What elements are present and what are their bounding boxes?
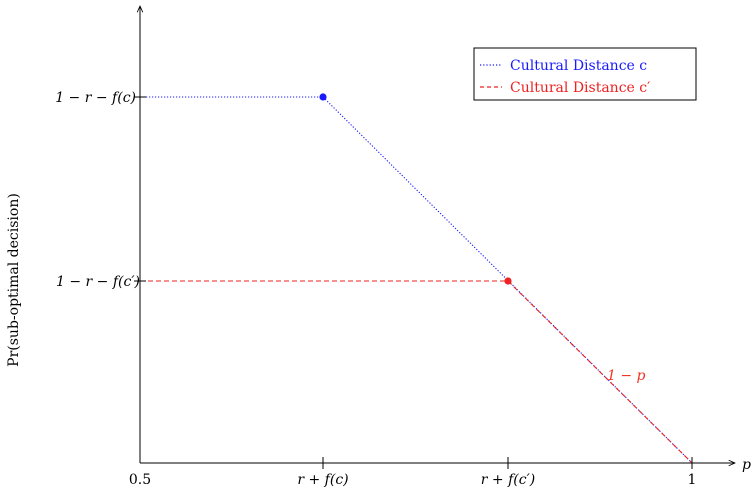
slope-annotation: 1 − p	[607, 368, 646, 384]
x-tick-label-3: 1	[688, 472, 697, 488]
y-axis-title: Pr(sub-optimal decision)	[6, 193, 22, 367]
legend-box	[473, 47, 697, 101]
x-tick-label-0: 0.5	[129, 472, 151, 488]
legend-label-c-prime: Cultural Distance c′	[510, 80, 650, 96]
series-marker-0	[319, 93, 327, 101]
y-tick-label-0: 1 − r − f(c)	[55, 90, 136, 106]
x-tick-label-1: r + f(c)	[297, 472, 348, 488]
x-tick-label-2: r + f(c′)	[481, 472, 535, 488]
series-marker-1	[504, 277, 512, 285]
tick-layer: 0.5 r + f(c) r + f(c′) 1 1 − r − f(c) 1 − r −…	[55, 90, 696, 488]
legend: Cultural Distance c Cultural Distance c′	[473, 47, 697, 101]
x-axis-title: p	[742, 457, 751, 473]
legend-label-c: Cultural Distance c	[510, 58, 647, 74]
y-tick-label-1: 1 − r − f(c′)	[56, 274, 140, 290]
series-layer	[140, 93, 693, 464]
series-line-0	[140, 96, 693, 464]
